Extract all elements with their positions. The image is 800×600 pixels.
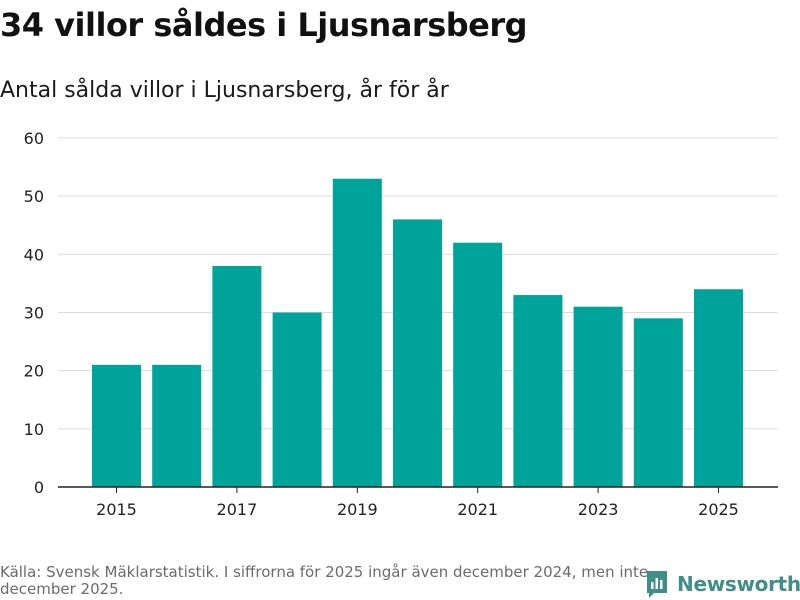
y-tick-label: 0	[34, 478, 44, 497]
y-tick-label: 40	[24, 245, 44, 264]
y-tick-label: 10	[24, 420, 44, 439]
x-tick-label: 2023	[578, 500, 619, 519]
x-tick-label: 2025	[698, 500, 739, 519]
bar-2023	[573, 306, 623, 487]
brand-logo[interactable]: Newsworthy	[645, 569, 800, 599]
y-tick-label: 60	[24, 129, 44, 148]
x-tick-label: 2019	[337, 500, 378, 519]
bar-2025	[694, 289, 743, 487]
x-tick-label: 2015	[96, 500, 137, 519]
bar-2021	[453, 242, 503, 487]
bar-2024	[633, 318, 683, 487]
y-tick-label: 20	[24, 362, 44, 381]
y-axis-ticks: 0 10 20 30 40 50 60	[24, 129, 44, 497]
bars	[92, 178, 743, 487]
bar-2020	[393, 219, 442, 487]
bar-chart-icon	[647, 571, 667, 598]
source-note: Källa: Svensk Mäklarstatistik. I siffror…	[0, 563, 649, 598]
chart-title: 34 villor såldes i Ljusnarsberg	[0, 6, 528, 44]
x-tick-label: 2017	[217, 500, 258, 519]
bar-2018	[272, 312, 322, 487]
bar-2019	[332, 178, 382, 487]
chart-subtitle: Antal sålda villor i Ljusnarsberg, år fö…	[0, 78, 449, 103]
brand-name: Newsworthy	[677, 572, 800, 596]
x-axis-ticks: 2015 2017 2019 2021 2023 2025	[96, 487, 739, 519]
bar-2022	[513, 295, 563, 487]
bar-2015	[92, 364, 141, 487]
x-tick-label: 2021	[457, 500, 498, 519]
y-tick-label: 30	[24, 304, 44, 323]
bar-2017	[212, 265, 262, 487]
bar-2016	[152, 364, 202, 487]
y-tick-label: 50	[24, 187, 44, 206]
